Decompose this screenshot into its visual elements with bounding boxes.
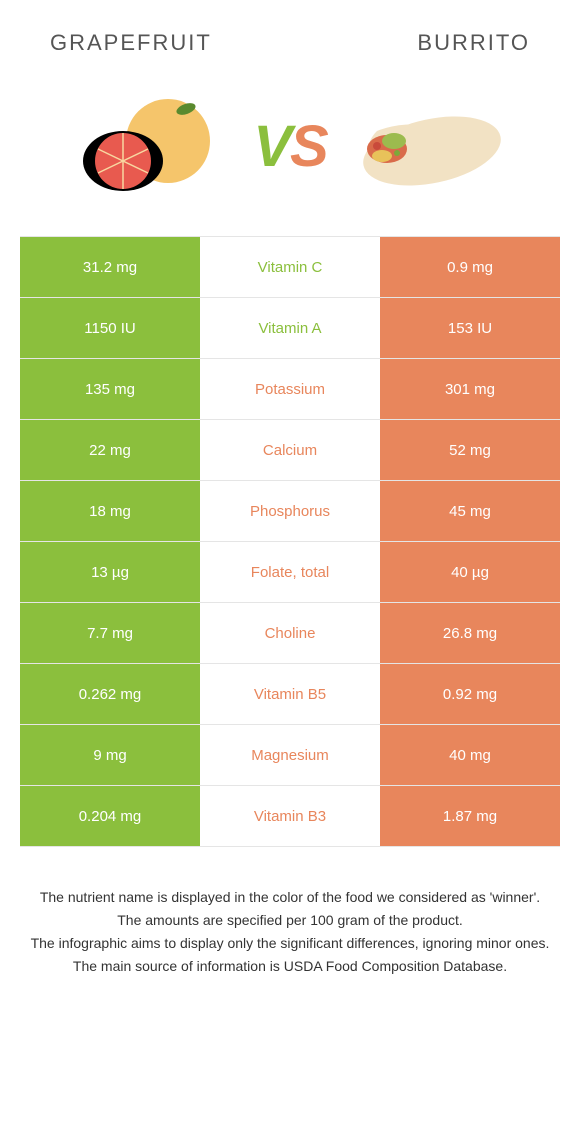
table-row: 135 mgPotassium301 mg bbox=[20, 359, 560, 420]
nutrient-label: Choline bbox=[200, 603, 380, 663]
left-value: 18 mg bbox=[20, 481, 200, 541]
nutrient-label: Vitamin B3 bbox=[200, 786, 380, 846]
grapefruit-image bbox=[63, 86, 243, 206]
nutrient-label: Vitamin C bbox=[200, 237, 380, 297]
right-value: 45 mg bbox=[380, 481, 560, 541]
table-row: 1150 IUVitamin A153 IU bbox=[20, 298, 560, 359]
left-value: 135 mg bbox=[20, 359, 200, 419]
right-value: 153 IU bbox=[380, 298, 560, 358]
nutrient-label: Folate, total bbox=[200, 542, 380, 602]
table-row: 9 mgMagnesium40 mg bbox=[20, 725, 560, 786]
right-value: 0.92 mg bbox=[380, 664, 560, 724]
footnotes: The nutrient name is displayed in the co… bbox=[0, 847, 580, 999]
table-row: 13 µgFolate, total40 µg bbox=[20, 542, 560, 603]
left-value: 0.262 mg bbox=[20, 664, 200, 724]
right-value: 0.9 mg bbox=[380, 237, 560, 297]
vs-v: V bbox=[253, 114, 290, 179]
footnote-line: The nutrient name is displayed in the co… bbox=[20, 887, 560, 908]
right-value: 40 mg bbox=[380, 725, 560, 785]
nutrient-label: Potassium bbox=[200, 359, 380, 419]
table-row: 0.262 mgVitamin B50.92 mg bbox=[20, 664, 560, 725]
left-value: 31.2 mg bbox=[20, 237, 200, 297]
burrito-image bbox=[337, 86, 517, 206]
left-value: 0.204 mg bbox=[20, 786, 200, 846]
footnote-line: The main source of information is USDA F… bbox=[20, 956, 560, 977]
footnote-line: The amounts are specified per 100 gram o… bbox=[20, 910, 560, 931]
right-value: 301 mg bbox=[380, 359, 560, 419]
left-value: 9 mg bbox=[20, 725, 200, 785]
table-row: 7.7 mgCholine26.8 mg bbox=[20, 603, 560, 664]
nutrient-label: Phosphorus bbox=[200, 481, 380, 541]
left-value: 13 µg bbox=[20, 542, 200, 602]
nutrient-label: Magnesium bbox=[200, 725, 380, 785]
left-value: 7.7 mg bbox=[20, 603, 200, 663]
right-value: 40 µg bbox=[380, 542, 560, 602]
right-value: 52 mg bbox=[380, 420, 560, 480]
table-row: 22 mgCalcium52 mg bbox=[20, 420, 560, 481]
nutrient-label: Vitamin A bbox=[200, 298, 380, 358]
nutrient-label: Vitamin B5 bbox=[200, 664, 380, 724]
nutrient-table: 31.2 mgVitamin C0.9 mg1150 IUVitamin A15… bbox=[20, 236, 560, 847]
table-row: 31.2 mgVitamin C0.9 mg bbox=[20, 236, 560, 298]
table-row: 18 mgPhosphorus45 mg bbox=[20, 481, 560, 542]
left-value: 1150 IU bbox=[20, 298, 200, 358]
header: GRAPEFRUIT BURRITO bbox=[0, 0, 580, 66]
right-value: 1.87 mg bbox=[380, 786, 560, 846]
left-value: 22 mg bbox=[20, 420, 200, 480]
vs-label: VS bbox=[253, 113, 326, 180]
right-value: 26.8 mg bbox=[380, 603, 560, 663]
food-right-title: BURRITO bbox=[417, 30, 530, 56]
food-left-title: GRAPEFRUIT bbox=[50, 30, 212, 56]
table-row: 0.204 mgVitamin B31.87 mg bbox=[20, 786, 560, 847]
footnote-line: The infographic aims to display only the… bbox=[20, 933, 560, 954]
nutrient-label: Calcium bbox=[200, 420, 380, 480]
vs-s: S bbox=[290, 114, 327, 179]
vs-row: VS bbox=[0, 66, 580, 236]
